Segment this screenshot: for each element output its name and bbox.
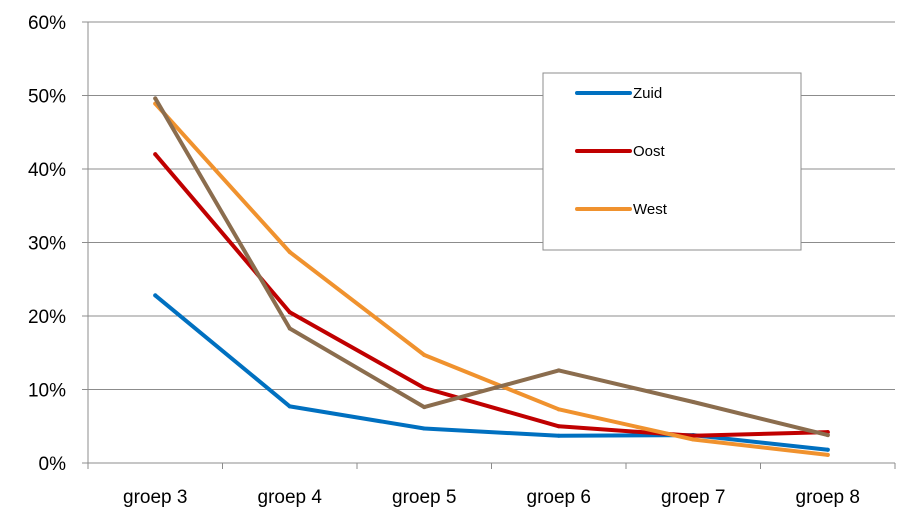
- data-point: [691, 399, 696, 404]
- series-line-oost: [153, 152, 830, 438]
- y-tick-label: 10%: [28, 381, 66, 402]
- data-point: [422, 352, 427, 357]
- series-line-zuid: [153, 293, 830, 452]
- data-point: [287, 250, 292, 255]
- data-point: [825, 452, 830, 457]
- data-point: [287, 310, 292, 315]
- data-point: [422, 426, 427, 431]
- legend: Zuid Oost West: [542, 72, 802, 251]
- data-point: [691, 433, 696, 438]
- legend-label-zuid: Zuid: [633, 85, 662, 102]
- y-tick-label: 60%: [28, 13, 66, 34]
- legend-box: [542, 72, 802, 251]
- x-tick-label: groep 8: [796, 487, 860, 508]
- y-tick-label: 40%: [28, 160, 66, 181]
- gridlines: [88, 21, 895, 390]
- data-point: [691, 437, 696, 442]
- y-tick-label: 0%: [39, 454, 67, 475]
- x-tick-label: groep 5: [392, 487, 456, 508]
- data-point: [556, 433, 561, 438]
- data-point: [422, 405, 427, 410]
- x-tick-label: groep 6: [527, 487, 591, 508]
- data-point: [153, 152, 158, 157]
- x-tick-label: groep 7: [661, 487, 725, 508]
- axes: 0% 10% 20% 30% 40% 50% 60% groep 3 groep 4 groep …: [28, 13, 896, 508]
- data-point: [825, 447, 830, 452]
- data-point: [287, 326, 292, 331]
- data-point: [556, 407, 561, 412]
- y-tick-label: 30%: [28, 234, 66, 255]
- x-tick-label: groep 4: [258, 487, 323, 508]
- legend-label-west: West: [633, 201, 668, 218]
- data-point: [825, 433, 830, 438]
- data-point: [287, 404, 292, 409]
- series-line-unlabeled-3: [153, 96, 830, 438]
- x-tick-label: groep 3: [123, 487, 187, 508]
- legend-label-oost: Oost: [633, 143, 666, 160]
- series-line-west: [153, 101, 830, 457]
- data-point: [556, 368, 561, 373]
- y-tick-label: 50%: [28, 87, 66, 108]
- y-tick-label: 20%: [28, 307, 66, 328]
- data-point: [153, 96, 158, 101]
- data-point: [422, 386, 427, 391]
- data-point: [153, 293, 158, 298]
- data-point: [556, 424, 561, 429]
- series-lines: [153, 96, 830, 457]
